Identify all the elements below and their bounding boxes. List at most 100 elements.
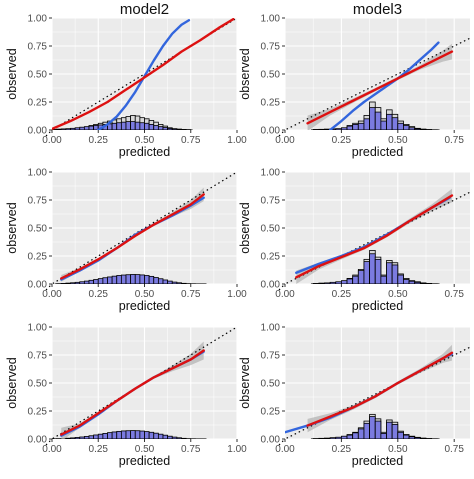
histogram-bar	[154, 433, 159, 439]
x-tick-label: 0.75	[181, 135, 201, 146]
histogram-bar	[387, 263, 393, 284]
histogram-bar	[381, 433, 387, 439]
y-tick-label: 0.25	[28, 407, 48, 418]
y-tick-label: 0.25	[261, 98, 281, 109]
histogram-bar	[94, 280, 99, 284]
y-tick-label: 0.25	[261, 252, 281, 263]
histogram-bar	[131, 431, 136, 439]
x-axis-label: predicted	[352, 145, 403, 159]
x-axis-label: predicted	[352, 299, 403, 313]
y-tick-label: 0.25	[261, 407, 281, 418]
y-tick-label: 1.00	[28, 168, 48, 179]
histogram-bar	[112, 123, 117, 130]
histogram-bar	[398, 123, 404, 130]
histogram-bar	[135, 122, 140, 130]
histogram-bar	[140, 123, 145, 130]
x-tick-label: 0.25	[332, 444, 352, 455]
y-axis-label: observed	[5, 202, 19, 253]
histogram-bar	[89, 280, 94, 284]
histogram-bar	[370, 417, 376, 439]
x-tick-label: 0.75	[181, 289, 201, 300]
histogram-bar	[131, 274, 136, 284]
histogram-bar	[387, 422, 393, 439]
histogram-bar	[392, 424, 398, 439]
y-tick-label: 1.00	[28, 14, 48, 25]
panel-title: model3	[353, 1, 402, 18]
y-tick-label: 0.50	[261, 224, 281, 235]
x-tick-label: 0.25	[332, 135, 352, 146]
histogram-bar	[149, 276, 154, 284]
x-tick-label: 1.00	[227, 135, 247, 146]
histogram-bar	[163, 280, 168, 284]
x-tick-label: 0.75	[444, 135, 464, 146]
histogram-bar	[358, 429, 364, 439]
y-tick-label: 0.75	[28, 351, 48, 362]
histogram-bar	[108, 433, 113, 439]
y-axis-label: observed	[238, 202, 252, 253]
histogram-bar	[353, 276, 359, 284]
histogram-bar	[158, 127, 163, 130]
y-axis-label: observed	[238, 48, 252, 99]
y-tick-label: 0.50	[261, 70, 281, 81]
y-tick-label: 0.75	[28, 42, 48, 53]
y-tick-label: 0.25	[28, 252, 48, 263]
y-tick-label: 1.00	[261, 14, 281, 25]
x-tick-label: 0.75	[181, 444, 201, 455]
x-tick-label: 0.75	[444, 289, 464, 300]
histogram-bar	[126, 431, 131, 439]
x-axis-label: predicted	[119, 299, 170, 313]
x-tick-label: 1.00	[227, 444, 247, 455]
x-tick-label: 1.00	[227, 289, 247, 300]
y-axis-label: observed	[5, 48, 19, 99]
histogram-bar	[145, 275, 150, 284]
histogram-bar	[117, 275, 122, 284]
x-tick-label: 0.00	[275, 444, 295, 455]
y-tick-label: 0.50	[261, 379, 281, 390]
histogram-bar	[358, 271, 364, 284]
histogram-bar	[145, 432, 150, 439]
y-tick-label: 0.50	[28, 379, 48, 390]
histogram-bar	[121, 431, 126, 439]
histogram-bar	[387, 114, 393, 130]
y-tick-label: 0.75	[28, 196, 48, 207]
x-axis-label: predicted	[352, 454, 403, 468]
histogram-bar	[103, 278, 108, 284]
x-tick-label: 0.00	[42, 135, 62, 146]
y-axis-label: observed	[5, 357, 19, 408]
histogram-bar	[135, 275, 140, 284]
x-tick-label: 0.75	[444, 444, 464, 455]
histogram-bar	[98, 279, 103, 284]
x-tick-label: 0.00	[42, 444, 62, 455]
histogram-bar	[341, 281, 347, 284]
histogram-bar	[121, 275, 126, 284]
histogram-bar	[398, 432, 404, 439]
x-tick-label: 0.25	[89, 289, 109, 300]
x-tick-label: 0.25	[89, 135, 109, 146]
y-tick-label: 0.75	[261, 196, 281, 207]
y-tick-label: 1.00	[28, 323, 48, 334]
histogram-bar	[126, 122, 131, 130]
histogram-bar	[108, 277, 113, 284]
y-axis-label: observed	[238, 357, 252, 408]
histogram-bar	[392, 118, 398, 130]
histogram-bar	[381, 121, 387, 130]
y-tick-label: 0.50	[28, 224, 48, 235]
x-tick-label: 0.00	[42, 289, 62, 300]
x-tick-label: 0.00	[275, 289, 295, 300]
y-tick-label: 1.00	[261, 323, 281, 334]
histogram-bar	[353, 433, 359, 439]
histogram-bar	[370, 108, 376, 130]
histogram-bar	[154, 126, 159, 130]
histogram-bar	[135, 431, 140, 439]
histogram-bar	[140, 275, 145, 284]
histogram-bar	[154, 278, 159, 284]
histogram-bar	[353, 124, 359, 130]
y-tick-label: 0.75	[261, 42, 281, 53]
histogram-bar	[117, 431, 122, 439]
histogram-bar	[375, 421, 381, 439]
histogram-bar	[126, 275, 131, 284]
histogram-bar	[364, 262, 370, 284]
histogram-bar	[403, 435, 409, 439]
histogram-bar	[112, 432, 117, 439]
